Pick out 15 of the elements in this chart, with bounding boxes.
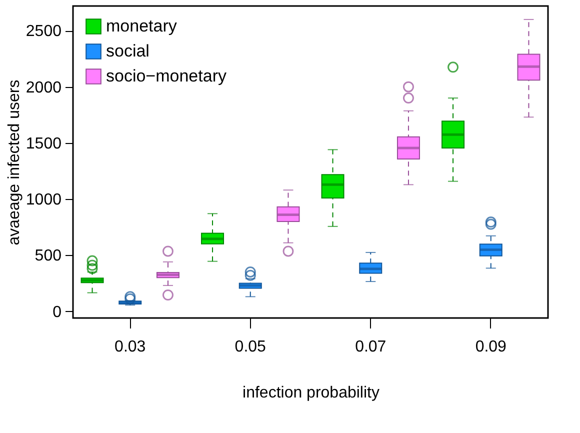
y-tick-label: 1500 [26,135,62,152]
y-axis-title: avaeage infected users [6,80,23,246]
legend-label: social [106,42,150,60]
x-tick-label: 0.07 [355,338,386,356]
y-tick-label: 1000 [26,192,62,209]
y-tick-label: 0 [52,304,62,321]
x-axis-title: infection probability [242,384,380,402]
x-tick-label: 0.03 [114,338,146,356]
x-tick-label: 0.05 [234,338,266,356]
y-tick-label: 2500 [26,23,62,40]
legend-label: monetary [106,16,178,36]
x-tick-label: 0.09 [475,338,507,356]
y-tick-label: 500 [34,248,62,265]
y-tick-label: 2000 [26,79,62,96]
legend-label: socio−monetary [106,66,227,86]
